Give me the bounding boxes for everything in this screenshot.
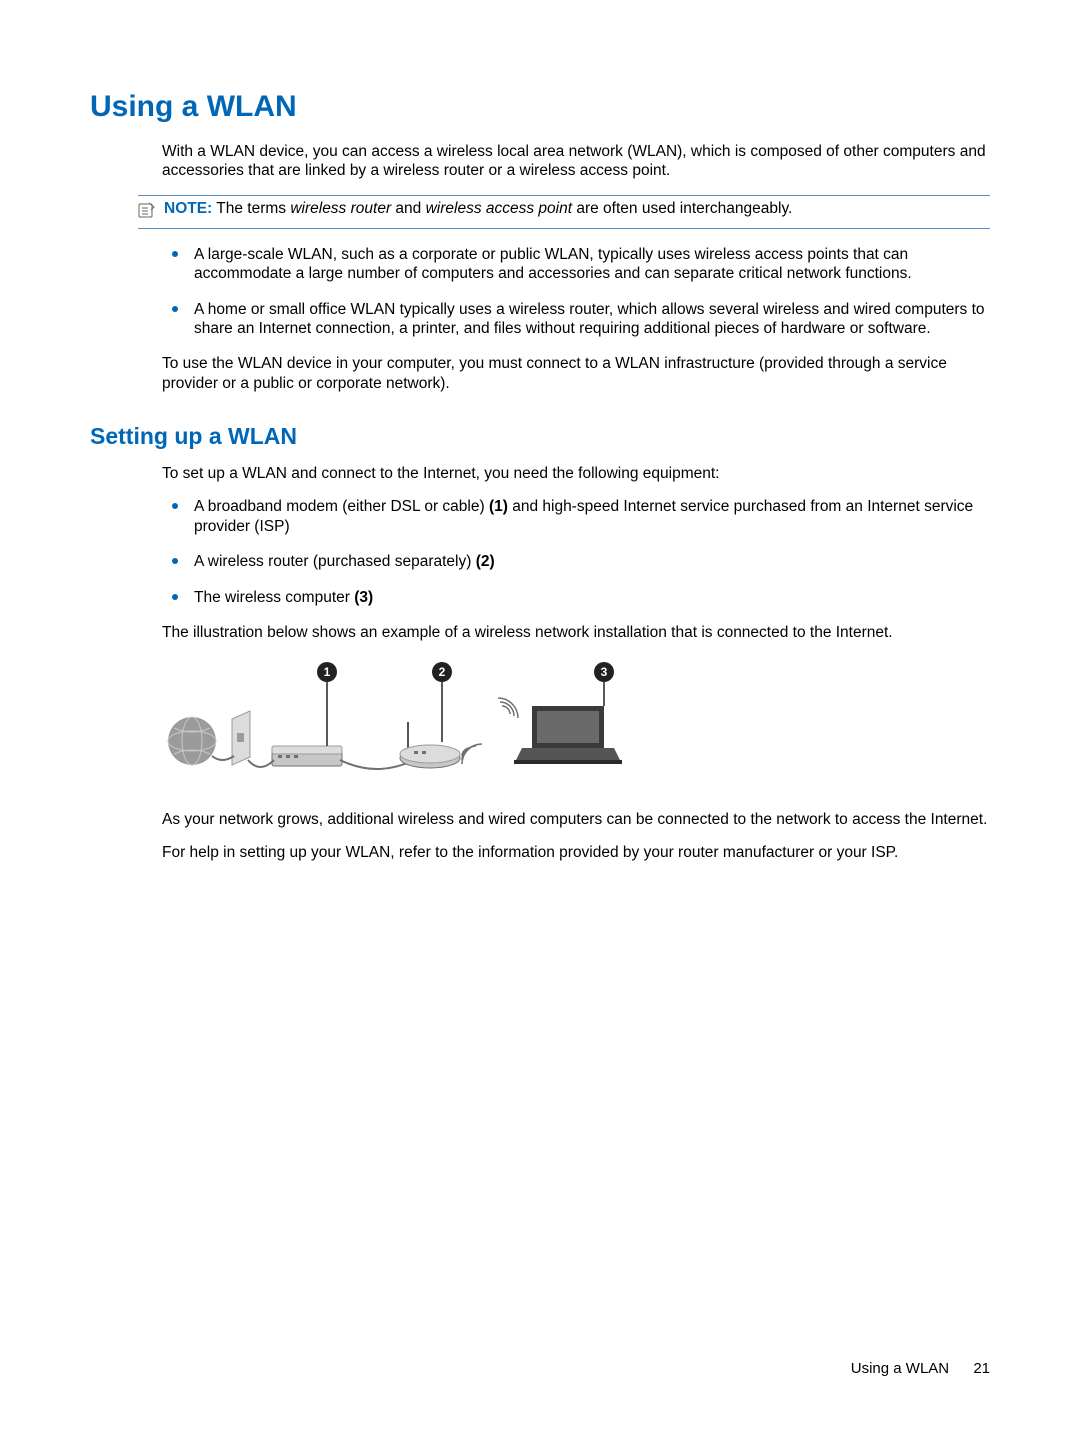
svg-text:3: 3 bbox=[601, 665, 608, 679]
note-label: NOTE: bbox=[164, 200, 212, 217]
list-item: The wireless computer (3) bbox=[162, 588, 990, 607]
list-item: A broadband modem (either DSL or cable) … bbox=[162, 497, 990, 536]
note-icon bbox=[138, 201, 156, 224]
illus-intro: The illustration below shows an example … bbox=[162, 623, 990, 642]
note-body: The terms wireless router and wireless a… bbox=[216, 200, 792, 217]
document-page: Using a WLAN With a WLAN device, you can… bbox=[0, 0, 1080, 1437]
after-illus-2: For help in setting up your WLAN, refer … bbox=[162, 843, 990, 862]
callout-badge: 3 bbox=[594, 662, 614, 682]
network-illustration: 1 2 3 bbox=[162, 656, 990, 791]
bullets-block-1: A large-scale WLAN, such as a corporate … bbox=[162, 245, 990, 393]
list-item: A large-scale WLAN, such as a corporate … bbox=[162, 245, 990, 284]
callout-badge: 1 bbox=[317, 662, 337, 682]
note-callout: NOTE: The terms wireless router and wire… bbox=[138, 195, 990, 229]
svg-text:2: 2 bbox=[439, 665, 446, 679]
setup-block: To set up a WLAN and connect to the Inte… bbox=[162, 464, 990, 862]
heading-2: Setting up a WLAN bbox=[90, 423, 990, 450]
intro-paragraph: With a WLAN device, you can access a wir… bbox=[162, 142, 990, 181]
footer-page-number: 21 bbox=[973, 1360, 990, 1377]
note-text: NOTE: The terms wireless router and wire… bbox=[164, 200, 990, 218]
after-illus-1: As your network grows, additional wirele… bbox=[162, 810, 990, 829]
heading-1: Using a WLAN bbox=[90, 90, 990, 124]
setup-intro: To set up a WLAN and connect to the Inte… bbox=[162, 464, 990, 483]
page-footer: Using a WLAN 21 bbox=[851, 1360, 990, 1377]
bullet-list-2: A broadband modem (either DSL or cable) … bbox=[162, 497, 990, 607]
list-item: A home or small office WLAN typically us… bbox=[162, 300, 990, 339]
footer-title: Using a WLAN bbox=[851, 1360, 949, 1377]
list-item: A wireless router (purchased separately)… bbox=[162, 552, 990, 571]
svg-text:1: 1 bbox=[324, 665, 331, 679]
after-bullets-1: To use the WLAN device in your computer,… bbox=[162, 354, 990, 393]
callout-badge: 2 bbox=[432, 662, 452, 682]
bullet-list-1: A large-scale WLAN, such as a corporate … bbox=[162, 245, 990, 339]
intro-text: With a WLAN device, you can access a wir… bbox=[162, 142, 990, 181]
